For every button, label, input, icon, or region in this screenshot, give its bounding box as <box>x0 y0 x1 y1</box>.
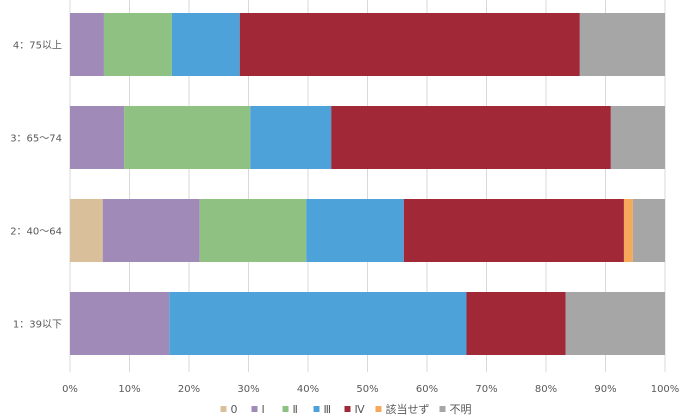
legend-label: Ⅳ <box>355 403 366 416</box>
legend-label: Ⅱ <box>293 403 298 416</box>
legend-label: 該当せず <box>386 402 430 416</box>
bar-segment <box>102 199 200 262</box>
category-label: 4：75以上 <box>13 40 62 52</box>
bar-segment <box>306 199 404 262</box>
bar-segment <box>124 106 251 169</box>
x-tick-label: 60% <box>416 384 438 395</box>
bar-segment <box>466 292 566 355</box>
x-tick-label: 0% <box>62 384 78 395</box>
bar-segment <box>70 292 170 355</box>
legend-label: Ⅰ <box>262 403 265 416</box>
bar-segment <box>579 13 665 76</box>
bar-segment <box>103 13 172 76</box>
x-tick-label: 20% <box>178 384 200 395</box>
category-label: 3：65〜74 <box>10 134 62 145</box>
x-tick-label: 10% <box>118 384 140 395</box>
legend-swatch <box>220 406 227 412</box>
x-tick-label: 50% <box>356 384 378 395</box>
bar-segment <box>70 106 125 169</box>
bar-segment <box>565 292 665 355</box>
bar-segment <box>250 106 332 169</box>
bar-segment <box>70 13 104 76</box>
bar-segment <box>632 199 665 262</box>
bar-segment <box>331 106 611 169</box>
x-tick-label: 40% <box>297 384 319 395</box>
x-tick-label: 80% <box>535 384 557 395</box>
bar-segment <box>610 106 665 169</box>
x-tick-label: 70% <box>475 384 497 395</box>
x-tick-label: 100% <box>651 384 680 395</box>
bar-segment <box>623 199 633 262</box>
bar-segment <box>169 292 467 355</box>
bar-segment <box>239 13 580 76</box>
bar-segment <box>403 199 624 262</box>
legend-swatch <box>251 406 258 412</box>
category-label: 1：39以下 <box>13 320 62 331</box>
bar-segment <box>70 199 103 262</box>
category-label: 2：40〜64 <box>10 227 62 238</box>
legend-swatch <box>313 406 320 412</box>
bar-segment <box>199 199 307 262</box>
legend-swatch <box>439 406 446 412</box>
legend-swatch <box>375 406 382 412</box>
legend-label: 0 <box>231 403 238 416</box>
bar-segment <box>171 13 240 76</box>
x-tick-label: 90% <box>594 384 616 395</box>
legend-label: Ⅲ <box>324 403 332 416</box>
legend-label: 不明 <box>450 403 472 416</box>
x-tick-label: 30% <box>237 384 259 395</box>
legend-swatch <box>282 406 289 412</box>
legend-swatch <box>344 406 351 412</box>
